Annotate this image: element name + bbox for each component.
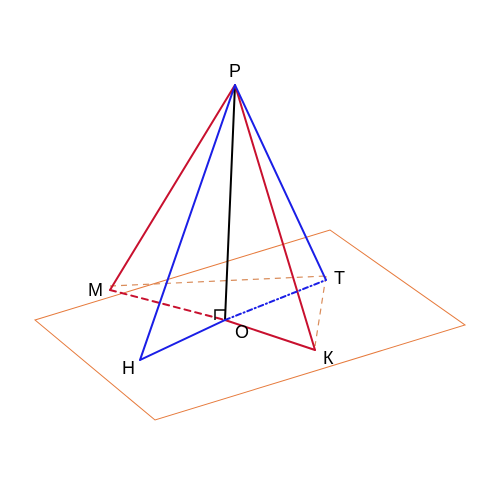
label-H: H — [122, 358, 135, 378]
label-K: К — [323, 348, 334, 368]
edge-P-O — [225, 85, 235, 320]
label-O: O — [235, 322, 249, 342]
label-T: T — [334, 268, 345, 288]
geometry-diagram: P O M К H T — [0, 0, 500, 500]
edge-O-T — [225, 280, 326, 320]
edge-M-O — [110, 290, 225, 320]
label-M: M — [88, 280, 103, 300]
ground-plane — [35, 230, 465, 420]
edge-P-T — [235, 85, 326, 280]
label-P: P — [229, 61, 241, 81]
hidden-edge — [315, 276, 326, 346]
edge-P-M — [110, 85, 235, 290]
